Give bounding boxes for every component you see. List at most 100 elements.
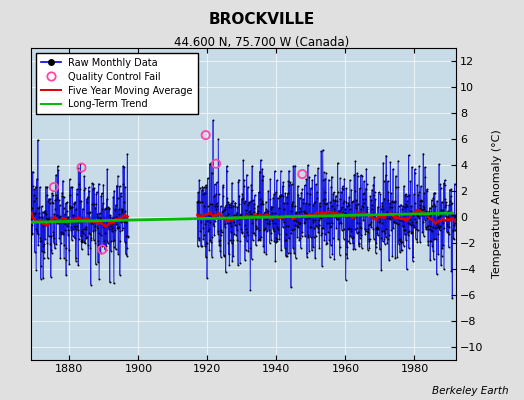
Point (123, 244, 131, 251)
Point (233, 210, 241, 216)
Point (78, 246, 86, 253)
Point (216, 248, 224, 254)
Point (124, 234, 132, 240)
Point (276, 213, 284, 219)
Point (312, 223, 321, 229)
Point (321, 231, 330, 238)
Point (277, 168, 285, 174)
Point (245, 209, 253, 215)
Point (89, 181, 97, 187)
Point (325, 220, 333, 226)
Point (373, 224, 381, 230)
Point (367, 196, 375, 203)
Point (69, 223, 78, 230)
Point (115, 211, 124, 218)
Point (193, 243, 202, 250)
Point (268, 204, 276, 210)
Point (282, 194, 291, 200)
Point (430, 190, 438, 196)
Point (425, 213, 433, 219)
Point (93, 214, 101, 220)
Point (397, 247, 406, 254)
Point (407, 229, 416, 236)
Point (95, 230, 103, 237)
Point (304, 162, 312, 168)
Point (304, 215, 313, 221)
Point (236, 238, 245, 244)
Point (97, 190, 106, 197)
Point (200, 212, 209, 218)
Point (421, 174, 430, 180)
Point (361, 226, 369, 233)
Point (57, 228, 66, 235)
Point (318, 229, 326, 236)
Point (363, 181, 371, 187)
Point (240, 233, 248, 239)
Point (374, 225, 383, 232)
Point (314, 229, 322, 235)
Point (194, 189, 202, 196)
Point (450, 222, 458, 228)
Point (410, 223, 419, 230)
Point (358, 190, 367, 197)
Point (280, 206, 288, 212)
Point (83, 194, 92, 200)
Point (238, 229, 246, 236)
Point (434, 231, 442, 237)
Point (33, 228, 41, 234)
Point (274, 226, 282, 233)
Point (204, 228, 213, 234)
Point (401, 191, 410, 197)
Point (225, 262, 234, 268)
Point (35, 214, 43, 220)
Point (265, 218, 274, 224)
Point (357, 232, 365, 239)
Point (286, 214, 294, 220)
Point (393, 212, 401, 219)
Point (368, 206, 377, 212)
Point (89, 186, 97, 192)
Point (41, 208, 50, 215)
Point (93, 211, 102, 217)
Point (331, 210, 339, 217)
Point (366, 193, 375, 199)
Point (417, 198, 425, 204)
Point (398, 223, 407, 229)
Point (73, 222, 82, 229)
Point (295, 209, 303, 216)
Point (29, 182, 37, 189)
Point (412, 226, 421, 232)
Point (286, 250, 294, 256)
Point (370, 174, 378, 180)
Point (225, 204, 233, 210)
Point (300, 213, 309, 219)
Point (30, 198, 38, 204)
Point (101, 246, 109, 252)
Point (281, 244, 289, 251)
Point (290, 217, 298, 223)
Point (371, 215, 379, 221)
Point (45, 217, 53, 223)
Point (317, 232, 325, 238)
Point (353, 170, 361, 177)
Point (257, 234, 265, 240)
Point (32, 266, 40, 273)
Point (305, 174, 313, 180)
Point (403, 228, 412, 235)
Point (330, 209, 339, 215)
Point (328, 251, 336, 258)
Point (443, 228, 452, 235)
Point (422, 224, 430, 230)
Point (313, 212, 321, 218)
Point (213, 210, 222, 216)
Point (348, 212, 356, 219)
Point (85, 230, 94, 236)
Point (61, 211, 69, 218)
Point (115, 224, 123, 231)
Point (449, 235, 457, 241)
Point (59, 230, 68, 236)
Point (333, 202, 341, 208)
Point (237, 211, 245, 217)
Point (346, 233, 355, 240)
Point (60, 242, 69, 248)
